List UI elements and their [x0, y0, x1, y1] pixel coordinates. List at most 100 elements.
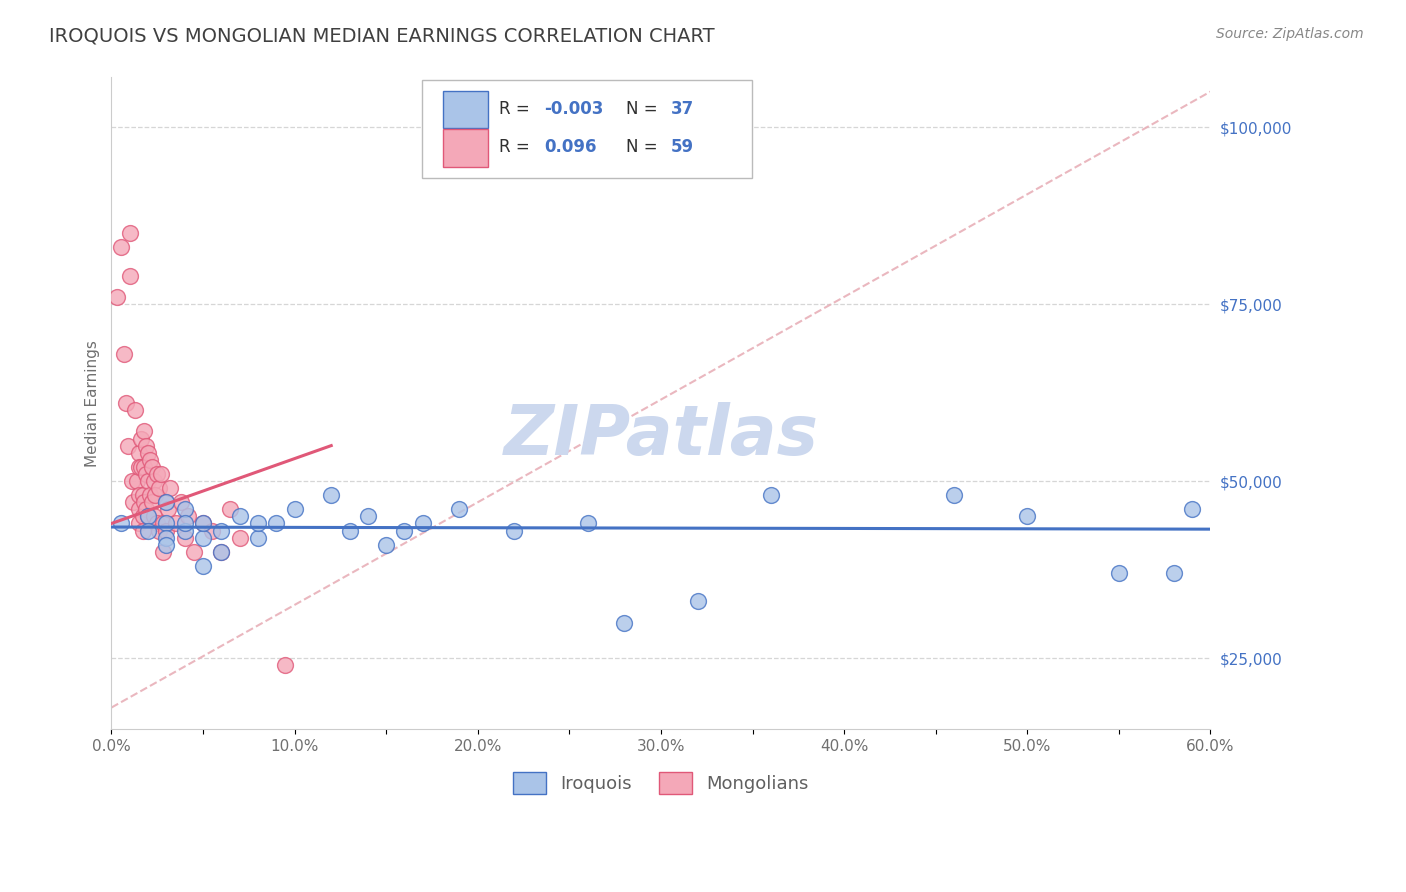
Point — [128, 516, 150, 531]
Point — [165, 516, 187, 531]
Point — [191, 516, 214, 531]
Point — [183, 545, 205, 559]
Point — [173, 516, 195, 531]
Point — [141, 495, 163, 509]
Point — [339, 524, 361, 538]
Point — [135, 467, 157, 481]
Text: R =: R = — [499, 138, 536, 156]
Point — [503, 524, 526, 538]
Point — [142, 509, 165, 524]
Point — [149, 467, 172, 481]
Point — [136, 509, 159, 524]
Point — [141, 459, 163, 474]
Point — [134, 495, 156, 509]
Point — [134, 459, 156, 474]
Point — [191, 516, 214, 531]
Point — [155, 516, 177, 531]
Point — [246, 516, 269, 531]
Point — [152, 545, 174, 559]
Point — [228, 531, 250, 545]
Point — [148, 481, 170, 495]
Point — [118, 226, 141, 240]
Point — [128, 459, 150, 474]
Point — [128, 502, 150, 516]
Point — [274, 658, 297, 673]
Point — [219, 502, 242, 516]
Point — [191, 558, 214, 573]
Point — [148, 524, 170, 538]
Point — [157, 502, 180, 516]
Point — [209, 524, 232, 538]
Text: -0.003: -0.003 — [544, 100, 603, 118]
Point — [124, 403, 146, 417]
Point — [117, 439, 139, 453]
Text: Source: ZipAtlas.com: Source: ZipAtlas.com — [1216, 27, 1364, 41]
Point — [209, 545, 232, 559]
Point — [201, 524, 224, 538]
Point — [125, 474, 148, 488]
Point — [191, 531, 214, 545]
Text: R =: R = — [499, 100, 536, 118]
Text: N =: N = — [626, 138, 662, 156]
Text: IROQUOIS VS MONGOLIAN MEDIAN EARNINGS CORRELATION CHART: IROQUOIS VS MONGOLIAN MEDIAN EARNINGS CO… — [49, 27, 714, 45]
Point — [136, 474, 159, 488]
Y-axis label: Median Earnings: Median Earnings — [86, 340, 100, 467]
Point — [131, 524, 153, 538]
Point — [375, 538, 398, 552]
Point — [264, 516, 287, 531]
Point — [228, 509, 250, 524]
Point — [170, 495, 193, 509]
Point — [110, 516, 132, 531]
Point — [135, 502, 157, 516]
Point — [576, 516, 599, 531]
Point — [209, 545, 232, 559]
Text: N =: N = — [626, 100, 662, 118]
Point — [121, 474, 143, 488]
Point — [412, 516, 434, 531]
Point — [105, 290, 128, 304]
Point — [139, 452, 162, 467]
Point — [128, 488, 150, 502]
Text: ZIPatlas: ZIPatlas — [503, 402, 818, 469]
Point — [357, 509, 380, 524]
Point — [135, 439, 157, 453]
Point — [115, 396, 138, 410]
Legend: Iroquois, Mongolians: Iroquois, Mongolians — [506, 764, 815, 801]
Point — [159, 481, 181, 495]
Point — [136, 445, 159, 459]
Point — [177, 509, 200, 524]
Point — [145, 488, 167, 502]
Point — [136, 509, 159, 524]
Point — [1108, 566, 1130, 580]
Point — [155, 495, 177, 509]
Point — [1163, 566, 1185, 580]
Point — [146, 516, 169, 531]
Point — [394, 524, 416, 538]
Point — [112, 346, 135, 360]
Point — [155, 524, 177, 538]
Point — [321, 488, 343, 502]
Point — [246, 531, 269, 545]
Point — [128, 445, 150, 459]
Point — [129, 432, 152, 446]
Point — [1017, 509, 1039, 524]
Point — [146, 467, 169, 481]
Point — [449, 502, 471, 516]
Point — [122, 495, 145, 509]
Text: 0.096: 0.096 — [544, 138, 596, 156]
Point — [173, 531, 195, 545]
Point — [284, 502, 307, 516]
Point — [155, 531, 177, 545]
Text: 59: 59 — [671, 138, 693, 156]
Point — [686, 594, 709, 608]
Point — [1181, 502, 1204, 516]
Point — [129, 459, 152, 474]
Point — [131, 509, 153, 524]
Point — [131, 488, 153, 502]
Point — [139, 488, 162, 502]
Point — [173, 524, 195, 538]
Point — [118, 268, 141, 283]
Point — [943, 488, 966, 502]
Point — [155, 495, 177, 509]
Point — [134, 425, 156, 439]
